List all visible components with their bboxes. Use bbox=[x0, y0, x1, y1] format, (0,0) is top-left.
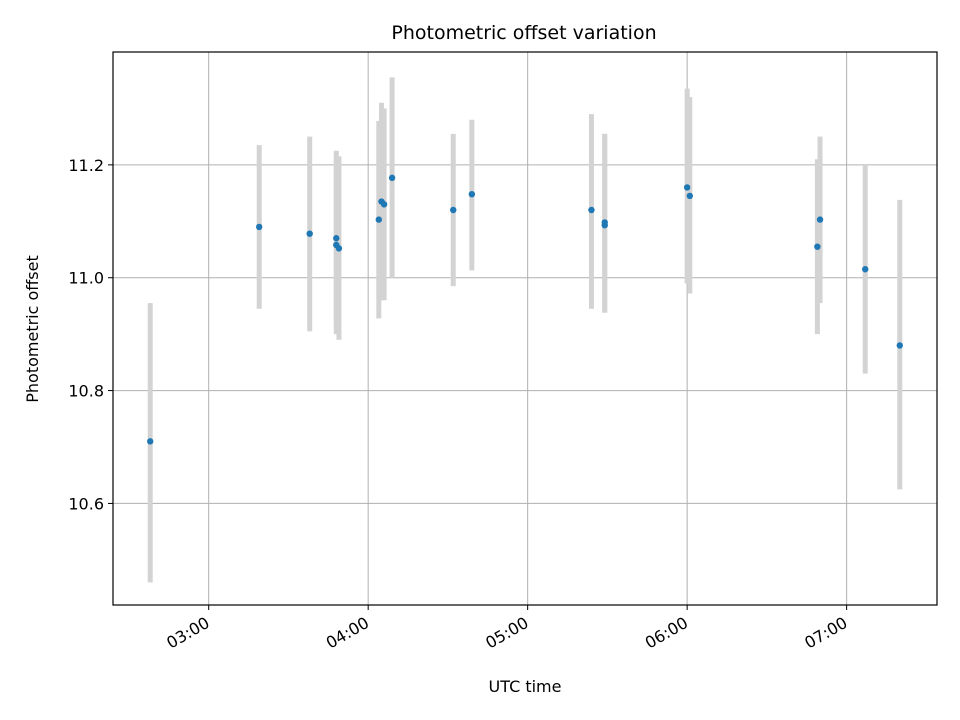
data-point bbox=[816, 216, 824, 223]
data-point bbox=[814, 243, 821, 250]
y-axis-ticks: 10.6 10.8 11.0 11.2 bbox=[68, 156, 113, 513]
plot-frame bbox=[112, 51, 938, 606]
data-point bbox=[388, 174, 396, 182]
y-tick-label: 11.2 bbox=[68, 156, 104, 175]
data-point bbox=[147, 438, 154, 445]
data-point bbox=[588, 206, 595, 214]
y-tick-label: 10.6 bbox=[68, 494, 104, 513]
y-tick-label: 10.8 bbox=[68, 382, 104, 401]
data-point bbox=[375, 216, 383, 223]
data-point bbox=[896, 342, 903, 349]
grid-layer bbox=[113, 52, 937, 605]
data-point bbox=[380, 201, 388, 208]
y-tick-label: 11.0 bbox=[68, 269, 104, 288]
data-point bbox=[450, 206, 457, 214]
x-axis-label: UTC time bbox=[489, 677, 562, 696]
data-point bbox=[255, 223, 263, 231]
data-point bbox=[468, 191, 476, 198]
data-point bbox=[333, 235, 340, 242]
data-point bbox=[601, 219, 608, 226]
y-axis-label: Photometric offset bbox=[23, 255, 42, 403]
data-point bbox=[683, 184, 691, 191]
point-layer bbox=[147, 174, 903, 445]
data-point bbox=[306, 230, 313, 237]
chart-title: Photometric offset variation bbox=[391, 22, 656, 44]
data-point bbox=[862, 266, 869, 273]
data-point bbox=[686, 192, 693, 200]
data-point bbox=[335, 245, 343, 252]
